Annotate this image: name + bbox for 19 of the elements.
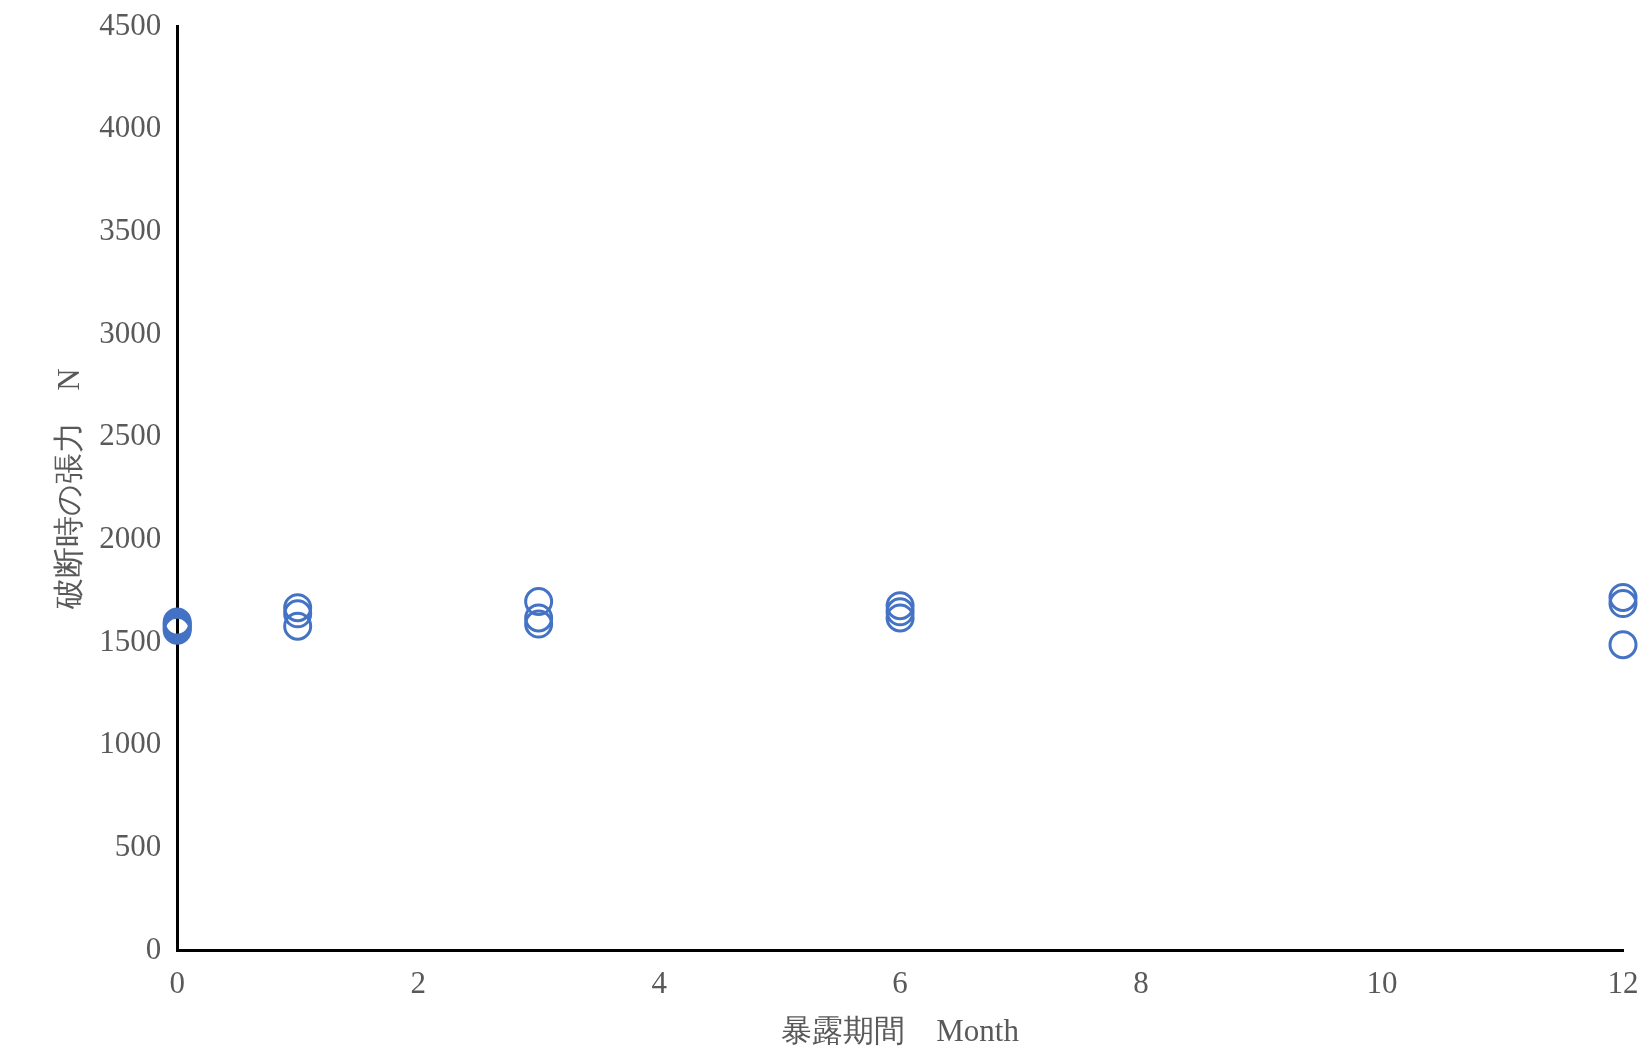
y-tick-label: 1500 xyxy=(99,622,162,658)
x-tick-label: 6 xyxy=(892,965,908,1001)
y-tick-label: 4500 xyxy=(99,6,162,42)
x-tick-label: 8 xyxy=(1133,965,1149,1001)
x-tick-label: 2 xyxy=(410,965,426,1001)
y-axis-title: 破断時の張力 N xyxy=(50,368,86,610)
x-tick-label: 12 xyxy=(1607,965,1639,1001)
y-tick-label: 1000 xyxy=(99,725,162,761)
x-tick-label: 10 xyxy=(1366,965,1398,1001)
y-tick-label: 500 xyxy=(114,828,162,864)
y-tick-label: 4000 xyxy=(99,109,162,145)
y-tick-label: 3000 xyxy=(99,314,162,350)
x-tick-label: 4 xyxy=(651,965,668,1001)
x-tick-label: 0 xyxy=(169,965,185,1001)
y-tick-label: 3500 xyxy=(99,212,162,248)
y-tick-label: 2000 xyxy=(99,520,162,556)
y-tick-label: 2500 xyxy=(99,417,162,453)
x-axis-title: 暴露期間 Month xyxy=(781,1012,1020,1048)
y-tick-label: 0 xyxy=(145,930,162,966)
